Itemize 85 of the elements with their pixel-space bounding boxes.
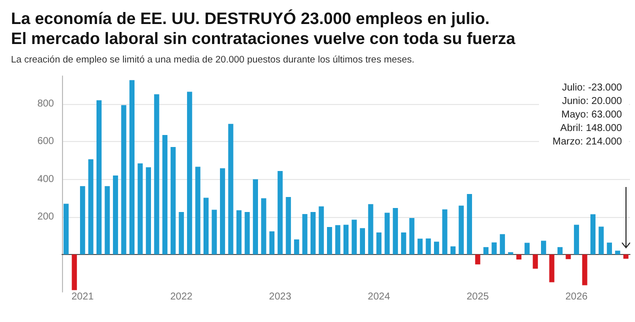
bar (64, 204, 69, 254)
bar (500, 234, 505, 254)
x-tick-label: 2024 (368, 292, 390, 302)
bar (228, 124, 234, 254)
bar (326, 227, 332, 254)
bar (220, 168, 226, 254)
bar (318, 206, 324, 254)
bar (475, 254, 480, 264)
bar (532, 254, 538, 269)
bar (204, 198, 209, 254)
bar (557, 247, 563, 254)
bar (80, 186, 86, 254)
bar (426, 238, 431, 254)
bar (104, 186, 110, 254)
bar (286, 196, 291, 254)
bar (623, 254, 628, 259)
x-tick-label: 2022 (170, 292, 193, 302)
bar (178, 212, 184, 254)
annotation: Mayo: 63.000 (561, 110, 622, 120)
x-tick-label: 2021 (71, 292, 94, 302)
bar (401, 232, 406, 254)
bar (112, 176, 118, 254)
bar (442, 209, 448, 254)
bar (409, 218, 414, 254)
chart-title: La economía de EE. UU. DESTRUYÓ 23.000 empleos en julio. El mercado laboral sin contrataciones vuelve con toda su fuerza (11, 9, 516, 48)
bar (458, 206, 464, 254)
bar (598, 226, 604, 254)
bar (360, 228, 366, 254)
bar (574, 224, 580, 254)
bar (302, 214, 308, 254)
bar (492, 242, 497, 254)
bar (343, 224, 349, 254)
x-tick-label: 2026 (565, 292, 588, 302)
bar (549, 254, 554, 282)
y-tick-label: 400 (37, 174, 54, 185)
bar (434, 242, 440, 254)
bar (566, 254, 571, 260)
bar (129, 80, 135, 254)
annotation: Abril: 148.000 (560, 123, 622, 134)
bar (269, 231, 274, 254)
bar (392, 208, 398, 254)
y-tick-label: 200 (37, 211, 54, 222)
bar (154, 94, 160, 254)
bar (483, 247, 488, 254)
y-tick-label: 800 (37, 98, 54, 110)
bar (88, 159, 94, 254)
bar (615, 250, 620, 254)
bar (606, 242, 612, 254)
bar (524, 242, 530, 254)
bar (541, 240, 546, 254)
annotation: Marzo: 214.000 (552, 136, 622, 148)
bar (121, 105, 126, 254)
bar (418, 238, 423, 254)
bar (236, 210, 242, 254)
bar (72, 254, 77, 290)
bar (162, 134, 168, 254)
bar (146, 167, 151, 254)
annotation: Junio: 20.000 (562, 96, 622, 107)
bar (582, 254, 588, 286)
bar (466, 194, 472, 254)
bar (335, 225, 340, 254)
bar (294, 239, 300, 254)
bar (352, 220, 357, 254)
bar (261, 198, 266, 254)
chart-subtitle: La creación de empleo se limitó a una media de 20.000 puestos durante los últimos tres meses. (11, 54, 414, 66)
bar (195, 166, 200, 254)
bar (310, 212, 316, 254)
bar (590, 214, 596, 254)
bar (138, 163, 143, 254)
bar (96, 100, 102, 254)
bar (516, 254, 522, 260)
x-tick-label: 2025 (466, 292, 490, 302)
bar (252, 179, 258, 254)
annotation: Julio: -23.000 (562, 82, 622, 94)
y-tick-label: 600 (37, 136, 54, 148)
x-tick-label: 2023 (269, 292, 292, 302)
bar (170, 147, 176, 254)
bar (384, 212, 390, 254)
bar (244, 212, 250, 254)
bar (187, 92, 192, 254)
bar (368, 204, 374, 254)
bar (376, 232, 382, 254)
bar (278, 171, 283, 254)
bar (450, 246, 456, 254)
bar (212, 210, 217, 254)
